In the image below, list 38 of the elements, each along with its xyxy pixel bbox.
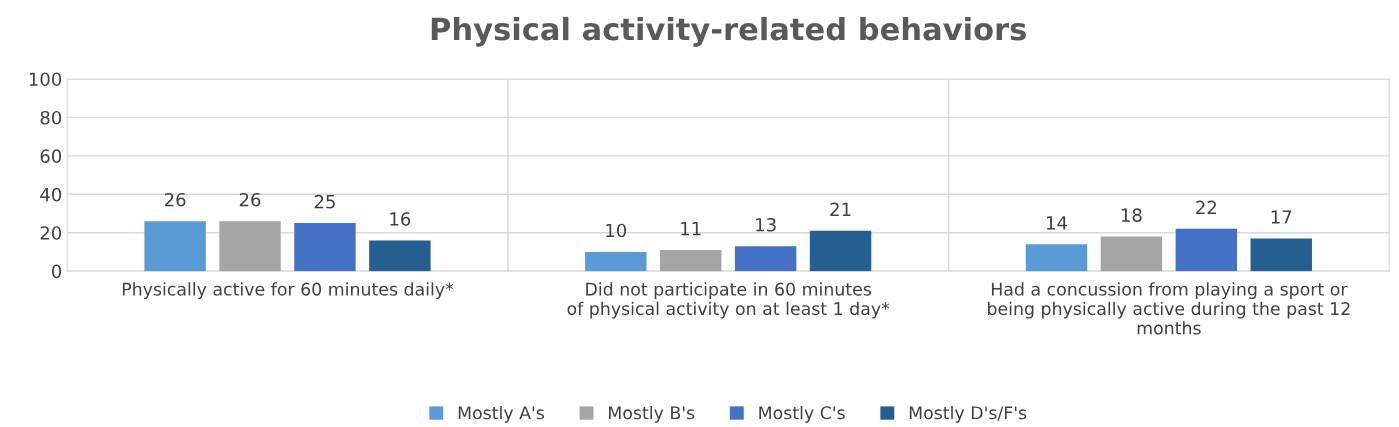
bar <box>1100 236 1163 272</box>
bar <box>809 230 872 272</box>
legend-label: Mostly B's <box>609 405 695 423</box>
y-tick-label: 100 <box>29 72 62 87</box>
legend-label: Mostly C's <box>759 405 845 423</box>
data-label: 13 <box>756 217 776 232</box>
bar <box>1175 228 1238 272</box>
data-label: 26 <box>164 192 186 207</box>
data-label: 14 <box>1046 216 1067 230</box>
data-label: 26 <box>239 192 261 207</box>
data-label: 25 <box>314 194 335 209</box>
bar <box>1025 244 1088 272</box>
y-tick-label: 80 <box>40 110 62 125</box>
bar <box>585 251 647 272</box>
y-tick-label: 0 <box>51 264 62 279</box>
bar <box>219 221 281 272</box>
data-label: 16 <box>390 212 411 226</box>
bar <box>1250 238 1312 272</box>
data-label: 17 <box>1271 210 1292 224</box>
data-label: 10 <box>606 223 627 238</box>
data-label: 21 <box>830 202 851 216</box>
data-label: 11 <box>681 221 701 236</box>
legend-label: Mostly D's/F's <box>909 405 1027 423</box>
x-tick-label: Physically active for 60 minutes daily* <box>122 282 454 300</box>
bar <box>294 223 356 272</box>
y-tick-label: 20 <box>40 226 62 240</box>
data-label: 22 <box>1196 200 1216 215</box>
bar <box>369 240 431 272</box>
bar <box>660 250 722 272</box>
x-tick-label: Did not participate in 60 minutes of physical activity on at least 1 day* <box>567 282 890 319</box>
bar <box>734 246 797 272</box>
chart-title: Physical activity-related behaviors <box>431 16 1026 47</box>
bar <box>144 221 206 272</box>
x-tick-label: Had a concussion from playing a sport or being physically active during the past 12 months <box>988 282 1350 335</box>
y-tick-label: 40 <box>40 187 62 202</box>
y-tick-label: 60 <box>40 149 62 163</box>
data-label: 18 <box>1121 208 1142 222</box>
legend-label: Mostly A's <box>458 405 544 423</box>
